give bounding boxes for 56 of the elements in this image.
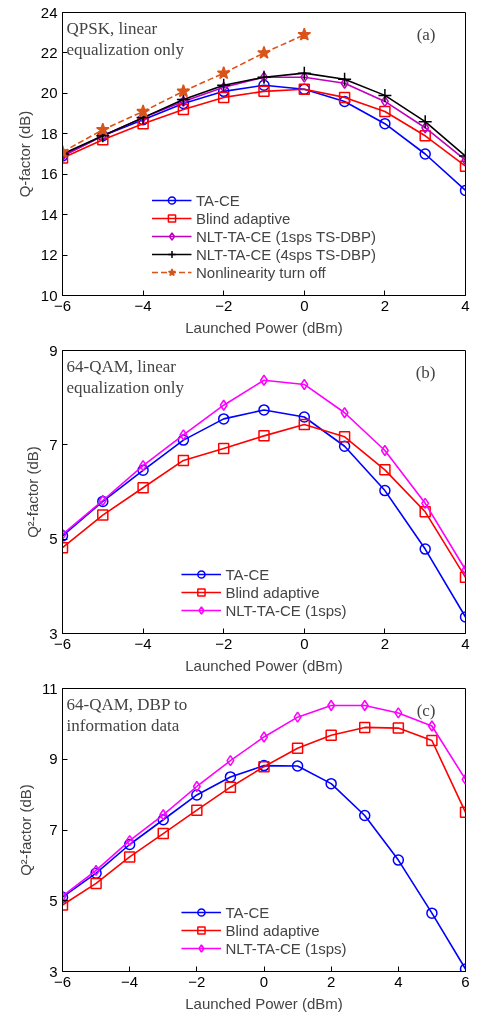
x-tick-label: 0 bbox=[300, 634, 309, 652]
legend-label: TA-CE bbox=[225, 565, 270, 583]
y-tick-label: 9 bbox=[49, 750, 58, 768]
annotation: (a) bbox=[416, 24, 436, 44]
y-tick-label: 7 bbox=[49, 435, 58, 453]
y-tick-label: 7 bbox=[49, 821, 58, 838]
legend-label: NLT-TA-CE (1sps) bbox=[225, 601, 347, 619]
x-tick-label: 4 bbox=[394, 972, 403, 990]
annotation: (b) bbox=[415, 362, 436, 382]
y-tick-label: 10 bbox=[40, 286, 58, 304]
legend-label: TA-CE bbox=[195, 191, 240, 209]
y-tick-label: 14 bbox=[40, 205, 58, 223]
y-tick-label: 18 bbox=[40, 124, 58, 142]
y-tick-label: 12 bbox=[40, 246, 58, 264]
y-tick-label: 11 bbox=[41, 679, 58, 697]
y-tick-label: 9 bbox=[49, 341, 58, 359]
y-tick-label: 16 bbox=[40, 165, 58, 183]
annotation: 64-QAM, linear equalization only bbox=[66, 356, 185, 397]
legend-label: NLT-TA-CE (1sps TS-DBP) bbox=[195, 227, 377, 245]
annotation: (c) bbox=[416, 700, 436, 720]
legend-label: NLT-TA-CE (4sps TS-DBP) bbox=[195, 245, 377, 263]
x-tick-label: −4 bbox=[121, 972, 139, 990]
x-axis-title: Launched Power (dBm) bbox=[185, 994, 343, 1012]
x-tick-label: −2 bbox=[188, 972, 206, 990]
x-tick-label: 2 bbox=[380, 296, 390, 314]
x-tick-label: 2 bbox=[380, 634, 390, 652]
x-axis-title: Launched Power (dBm) bbox=[185, 318, 343, 336]
legend-label: Nonlinearity turn off bbox=[195, 263, 326, 281]
y-axis-title: Q-factor (dB) bbox=[15, 110, 33, 198]
x-tick-label: 0 bbox=[259, 972, 269, 990]
x-tick-label: 0 bbox=[300, 296, 309, 314]
y-tick-label: 22 bbox=[40, 43, 58, 61]
annotation: 64-QAM, DBP to information data bbox=[66, 694, 188, 735]
x-tick-label: 6 bbox=[461, 972, 470, 990]
y-tick-label: 5 bbox=[49, 530, 58, 548]
x-axis-title: Launched Power (dBm) bbox=[185, 656, 343, 674]
x-tick-label: 4 bbox=[461, 634, 470, 652]
x-tick-label: −4 bbox=[134, 634, 152, 652]
x-tick-label: −2 bbox=[215, 296, 233, 314]
legend-label: TA-CE bbox=[225, 903, 270, 921]
y-tick-label: 20 bbox=[40, 84, 58, 102]
annotation: QPSK, linear equalization only bbox=[66, 18, 185, 59]
legend-label: Blind adaptive bbox=[195, 209, 291, 227]
y-tick-label: 3 bbox=[49, 962, 58, 980]
y-axis-title: Q²-factor (dB) bbox=[24, 446, 42, 538]
x-tick-label: −2 bbox=[215, 634, 233, 652]
y-tick-label: 24 bbox=[40, 3, 58, 21]
legend-label: NLT-TA-CE (1sps) bbox=[225, 939, 347, 957]
legend-label: Blind adaptive bbox=[225, 921, 320, 939]
x-tick-label: 4 bbox=[461, 296, 470, 314]
x-tick-label: −4 bbox=[134, 296, 152, 314]
x-tick-label: 2 bbox=[327, 972, 336, 990]
y-axis-title: Q²-factor (dB) bbox=[16, 784, 34, 876]
y-tick-label: 3 bbox=[49, 624, 58, 642]
y-tick-label: 5 bbox=[49, 891, 58, 909]
legend-label: Blind adaptive bbox=[225, 583, 320, 601]
